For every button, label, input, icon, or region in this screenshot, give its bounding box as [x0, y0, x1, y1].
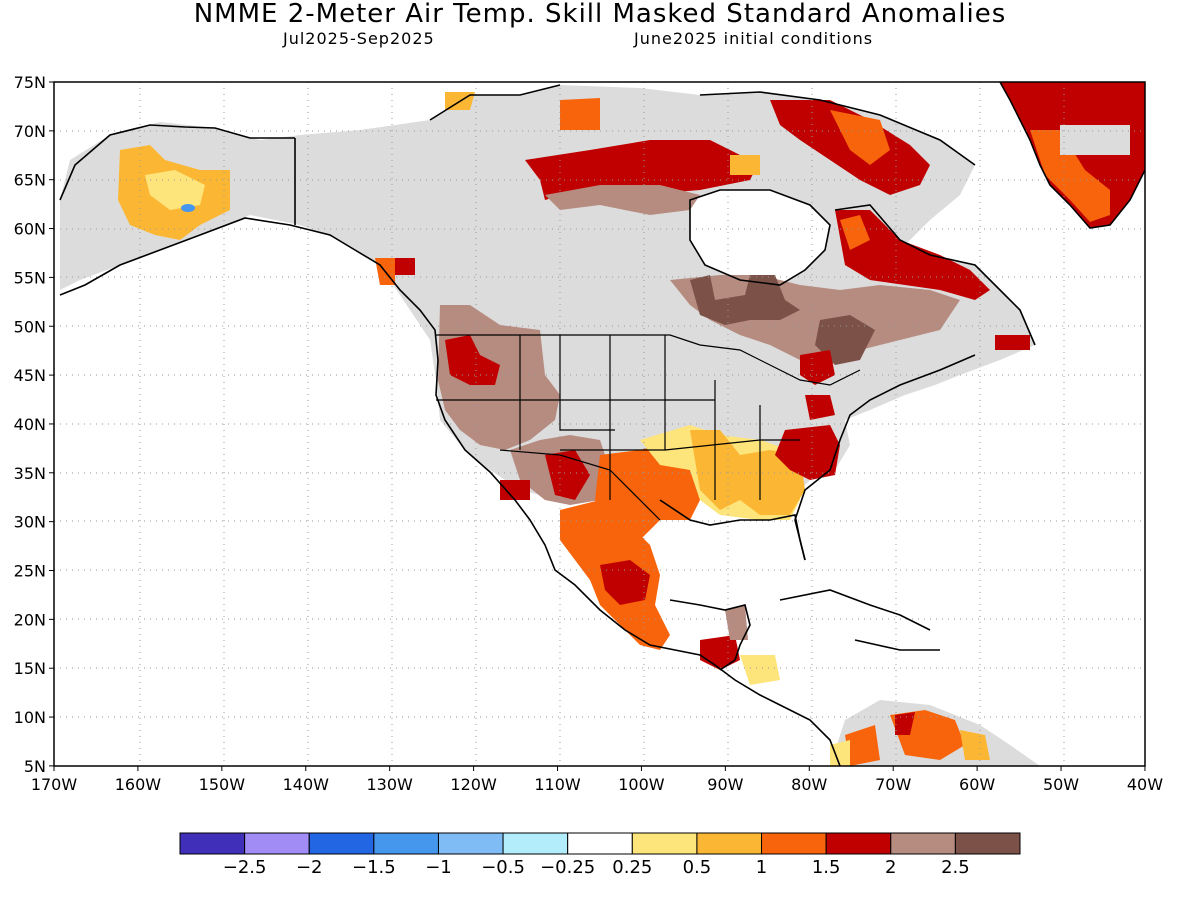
lon-label: 60W [959, 775, 995, 794]
colorbar-swatch [308, 832, 375, 855]
colorbar-label: 0.25 [612, 857, 652, 878]
initial-conditions: June2025 initial conditions [634, 29, 874, 48]
greenland-gray [1060, 125, 1130, 155]
lat-label: 60N [14, 220, 46, 239]
lon-label: 90W [707, 775, 743, 794]
colorbar-label: 0.5 [683, 857, 712, 878]
lat-label: 20N [14, 610, 46, 629]
hudson-bay [690, 190, 830, 285]
arctic-brown-band [545, 185, 700, 215]
lon-label: 160W [115, 775, 162, 794]
greenland-orange [1030, 130, 1110, 222]
lat-label: 55N [14, 268, 46, 287]
colorbar-swatch [954, 832, 1021, 855]
colorbar-swatch [437, 832, 504, 855]
lat-label: 35N [14, 464, 46, 483]
east-canada-darkbrown [690, 275, 800, 325]
lon-label: 150W [199, 775, 246, 794]
colorbar-swatch [696, 832, 763, 855]
lat-label: 50N [14, 317, 46, 336]
colorbar-label: 1.5 [812, 857, 841, 878]
lon-label: 140W [283, 775, 330, 794]
alaska-anomaly-light [145, 170, 205, 210]
southeast-orange [690, 430, 805, 515]
colorbar-label: 2.5 [941, 857, 970, 878]
colorbar-label: −0.25 [540, 857, 595, 878]
baffin-orange [830, 110, 890, 165]
newfoundland-red [995, 335, 1030, 350]
us-sw-red [545, 450, 590, 500]
colorbar-label: −2 [296, 857, 323, 878]
colorbar-swatch [502, 832, 569, 855]
lon-label: 110W [534, 775, 581, 794]
pnw-red [445, 335, 500, 385]
quebec-red [800, 350, 835, 385]
colorbar-swatch [373, 832, 439, 855]
lat-label: 25N [14, 562, 46, 581]
guiana-yellow [960, 730, 990, 760]
south-america-orange [845, 725, 880, 766]
lat-label: 45N [14, 366, 46, 385]
lon-label: 170W [31, 775, 78, 794]
honduras-yellow [740, 655, 780, 685]
arctic-orange [560, 98, 600, 130]
colorbar-swatch [825, 832, 892, 855]
political-borders [436, 334, 861, 521]
lat-label: 15N [14, 659, 46, 678]
coastlines [59, 82, 1145, 766]
colorbar-swatch [567, 832, 633, 855]
lon-label: 40W [1127, 775, 1163, 794]
colorbar-label: 1 [756, 857, 767, 878]
midatlantic-red [805, 395, 835, 420]
labrador-orange [840, 215, 870, 250]
us-sw-red-2 [500, 480, 530, 500]
bc-red [395, 258, 415, 275]
north-america-land [60, 85, 1035, 500]
colorbar-swatch [631, 832, 698, 855]
lon-label: 70W [875, 775, 911, 794]
arctic-orange-3 [730, 155, 760, 175]
longitude-labels: 170W 160W 150W 140W 130W 120W 110W 100W 90W 80W 70… [31, 766, 1163, 794]
lat-label: 30N [14, 513, 46, 532]
colorbar-label: −1 [425, 857, 452, 878]
lon-label: 80W [791, 775, 827, 794]
colorbar [179, 832, 1021, 855]
lat-label: 75N [14, 73, 46, 92]
lat-label: 65N [14, 171, 46, 190]
map-title: NMME 2-Meter Air Temp. Skill Masked Stan… [193, 0, 1007, 29]
lat-label: 40N [14, 415, 46, 434]
mexico-red [600, 560, 650, 605]
colorbar-swatch [244, 832, 310, 855]
lon-label: 130W [367, 775, 414, 794]
venezuela-red [895, 712, 915, 735]
central-america-brown [725, 605, 748, 640]
lon-label: 120W [450, 775, 497, 794]
carolinas-red [775, 425, 840, 480]
colorbar-label: −1.5 [352, 857, 396, 878]
lat-label: 70N [14, 122, 46, 141]
graticule [54, 82, 1145, 766]
lat-label: 5N [24, 757, 46, 776]
colorbar-label: 2 [885, 857, 896, 878]
lon-label: 50W [1043, 775, 1079, 794]
colorbar-label: −2.5 [223, 857, 267, 878]
colorbar-labels: −2.5 −2 −1.5 −1 −0.5 −0.25 0.25 0.5 1 1.5 2 2.5 [223, 857, 970, 878]
lat-label: 10N [14, 708, 46, 727]
colorbar-swatch [761, 832, 827, 855]
colorbar-swatch [179, 832, 246, 855]
colorbar-label: −0.5 [481, 857, 525, 878]
colombia-yellow [830, 740, 850, 766]
labrador-red [835, 210, 990, 300]
arctic-red-band [525, 140, 760, 200]
latitude-labels: 75N 70N 65N 60N 55N 50N 45N 40N 35N 30N 25N 20N 15N 1… [14, 73, 54, 776]
lon-label: 100W [618, 775, 665, 794]
colorbar-swatch [890, 832, 956, 855]
alaska-cold-spot [181, 204, 195, 212]
forecast-period: Jul2025-Sep2025 [283, 29, 435, 48]
